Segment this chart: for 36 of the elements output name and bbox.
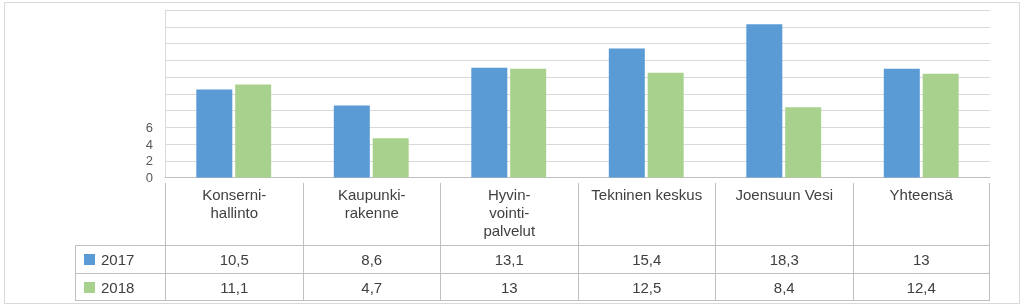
- x-tick-label: Tekninen keskus: [577, 183, 715, 245]
- data-label: 12,4: [852, 273, 990, 301]
- data-label: 8,4: [715, 273, 853, 301]
- x-tick-label: Yhteensä: [852, 183, 990, 245]
- data-label: 15,4: [577, 245, 715, 273]
- legend-label: 2017: [75, 245, 165, 273]
- bar: [746, 24, 783, 178]
- data-label: 4,7: [302, 273, 440, 301]
- data-label: 18,3: [715, 245, 853, 273]
- bar: [608, 48, 645, 178]
- data-label: 13: [440, 273, 578, 301]
- data-label: 13,1: [440, 245, 578, 273]
- bar: [235, 84, 272, 178]
- bar: [647, 72, 684, 178]
- bar: [785, 107, 822, 178]
- bar: [333, 105, 370, 178]
- x-tick-label: Kaupunki-rakenne: [302, 183, 440, 245]
- legend-label: 2018: [75, 273, 165, 301]
- data-label: 13: [852, 245, 990, 273]
- y-tick-label: 4: [145, 136, 153, 152]
- bar: [922, 73, 959, 178]
- bar: [196, 89, 233, 178]
- bar: [883, 68, 920, 178]
- bar: [471, 67, 508, 178]
- data-label: 11,1: [165, 273, 303, 301]
- data-label: 10,5: [165, 245, 303, 273]
- x-tick-label: Joensuun Vesi: [715, 183, 853, 245]
- y-tick-label: 6: [145, 119, 153, 135]
- bar: [372, 138, 409, 178]
- x-tick-label: Konserni-hallinto: [165, 183, 303, 245]
- y-tick-label: 0: [145, 170, 153, 185]
- y-tick-label: 2: [145, 153, 153, 169]
- data-label: 8,6: [302, 245, 440, 273]
- bar: [510, 68, 547, 178]
- data-label: 12,5: [577, 273, 715, 301]
- x-tick-label: Hyvin-vointi-palvelut: [440, 183, 578, 245]
